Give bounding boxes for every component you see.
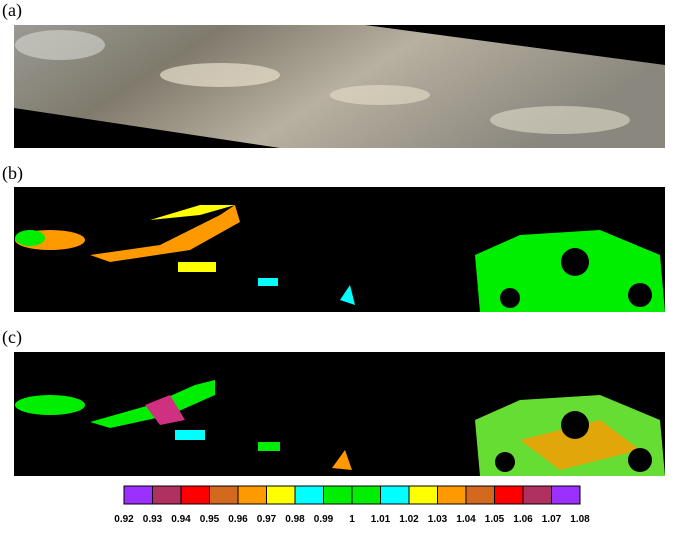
colorbar-segment: [438, 486, 467, 504]
colorbar-label: 0.92: [114, 514, 134, 525]
colorbar-label: 1.02: [399, 514, 419, 525]
colorbar-segment: [267, 486, 296, 504]
colorbar-segment: [210, 486, 239, 504]
colorbar-segment: [324, 486, 353, 504]
colorbar-label: 1: [349, 514, 355, 525]
colorbar-segment: [153, 486, 182, 504]
colorbar-label: 0.96: [228, 514, 248, 525]
colorbar-segment: [523, 486, 552, 504]
colorbar-segment: [466, 486, 495, 504]
colorbar-segment: [352, 486, 381, 504]
colorbar-label: 1.08: [570, 514, 590, 525]
panels: 0.92 0.93 0.94 0.95 0.96 0.97 0.98 0.99 1 1.01 1.0…: [0, 0, 677, 534]
colorbar-segment: [238, 486, 267, 504]
colorbar-label: 1.03: [428, 514, 448, 525]
colorbar-segment: [381, 486, 410, 504]
colorbar-segment: [409, 486, 438, 504]
colorbar-label: 1.01: [371, 514, 391, 525]
figure: (a) (b) (c): [0, 0, 677, 534]
colorbar-segment: [495, 486, 524, 504]
colorbar-segment: [295, 486, 324, 504]
colorbar-label: 1.04: [456, 514, 476, 525]
colorbar: 0.92 0.93 0.94 0.95 0.96 0.97 0.98 0.99 1 1.01 1.0…: [114, 486, 590, 525]
colorbar-label: 0.98: [285, 514, 305, 525]
colorbar-label: 0.93: [143, 514, 163, 525]
colorbar-label: 1.06: [513, 514, 533, 525]
panel-a-image: [14, 25, 665, 148]
panel-b-image: [14, 187, 665, 312]
colorbar-label: 0.94: [171, 514, 191, 525]
colorbar-label: 1.07: [542, 514, 562, 525]
colorbar-segment: [124, 486, 153, 504]
panel-c-image: [14, 352, 665, 476]
colorbar-segment: [181, 486, 210, 504]
colorbar-label: 1.05: [485, 514, 505, 525]
colorbar-segment: [552, 486, 581, 504]
colorbar-label: 0.95: [200, 514, 220, 525]
colorbar-label: 0.99: [314, 514, 334, 525]
colorbar-label: 0.97: [257, 514, 277, 525]
